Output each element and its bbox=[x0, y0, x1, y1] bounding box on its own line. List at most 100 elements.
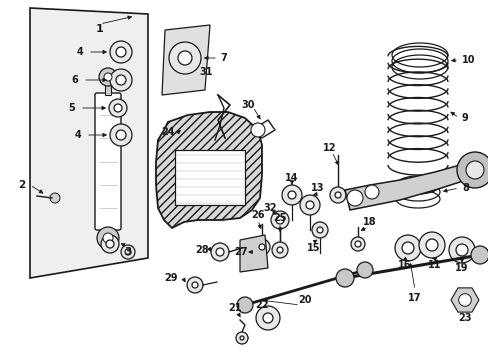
Text: 20: 20 bbox=[298, 295, 311, 305]
Circle shape bbox=[236, 332, 247, 344]
Circle shape bbox=[263, 313, 272, 323]
Circle shape bbox=[216, 248, 224, 256]
Circle shape bbox=[104, 73, 112, 81]
Circle shape bbox=[465, 161, 483, 179]
Circle shape bbox=[110, 41, 132, 63]
Circle shape bbox=[329, 187, 346, 203]
Text: 1: 1 bbox=[96, 24, 103, 34]
Polygon shape bbox=[30, 8, 148, 278]
Circle shape bbox=[114, 104, 122, 112]
Circle shape bbox=[99, 68, 117, 86]
Text: 22: 22 bbox=[255, 300, 268, 310]
Circle shape bbox=[116, 75, 126, 85]
Text: 28: 28 bbox=[195, 245, 208, 255]
Circle shape bbox=[110, 69, 132, 91]
Circle shape bbox=[346, 190, 362, 206]
Circle shape bbox=[103, 233, 113, 243]
Circle shape bbox=[121, 245, 135, 259]
Circle shape bbox=[259, 244, 264, 250]
Circle shape bbox=[169, 42, 201, 74]
Text: 3: 3 bbox=[124, 247, 131, 257]
Text: 12: 12 bbox=[323, 143, 336, 153]
Circle shape bbox=[282, 185, 302, 205]
Circle shape bbox=[401, 242, 413, 254]
Circle shape bbox=[125, 249, 131, 255]
Text: 4: 4 bbox=[75, 130, 81, 140]
Polygon shape bbox=[175, 150, 244, 205]
Text: 27: 27 bbox=[234, 247, 247, 257]
Text: 2: 2 bbox=[19, 180, 25, 190]
Polygon shape bbox=[450, 288, 478, 312]
Text: 8: 8 bbox=[461, 183, 468, 193]
Circle shape bbox=[287, 191, 295, 199]
Text: 4: 4 bbox=[77, 47, 83, 57]
Circle shape bbox=[256, 306, 280, 330]
Bar bbox=[105, 80, 111, 95]
Polygon shape bbox=[345, 160, 477, 210]
Circle shape bbox=[116, 47, 126, 57]
Text: 30: 30 bbox=[241, 100, 254, 110]
Text: 16: 16 bbox=[397, 260, 411, 270]
Text: 19: 19 bbox=[454, 263, 468, 273]
Circle shape bbox=[101, 235, 119, 253]
Text: 6: 6 bbox=[71, 75, 78, 85]
Text: 23: 23 bbox=[457, 313, 471, 323]
Circle shape bbox=[456, 152, 488, 188]
Text: 13: 13 bbox=[311, 183, 324, 193]
Circle shape bbox=[425, 239, 437, 251]
Circle shape bbox=[271, 242, 287, 258]
Text: 25: 25 bbox=[273, 213, 286, 223]
Circle shape bbox=[311, 222, 327, 238]
Text: 31: 31 bbox=[199, 67, 212, 77]
Text: 29: 29 bbox=[164, 273, 178, 283]
Circle shape bbox=[364, 185, 378, 199]
Circle shape bbox=[276, 247, 283, 253]
Circle shape bbox=[109, 99, 127, 117]
Text: 17: 17 bbox=[407, 293, 421, 303]
Circle shape bbox=[186, 277, 203, 293]
Circle shape bbox=[448, 237, 474, 263]
Circle shape bbox=[275, 216, 284, 224]
Circle shape bbox=[50, 193, 60, 203]
Circle shape bbox=[240, 336, 244, 340]
Text: 32: 32 bbox=[263, 203, 276, 213]
Circle shape bbox=[270, 211, 288, 229]
Circle shape bbox=[354, 241, 360, 247]
Polygon shape bbox=[240, 235, 267, 272]
Text: 18: 18 bbox=[363, 217, 376, 227]
Text: 9: 9 bbox=[461, 113, 468, 123]
Circle shape bbox=[210, 243, 228, 261]
Circle shape bbox=[316, 227, 323, 233]
Circle shape bbox=[455, 244, 467, 256]
Circle shape bbox=[458, 294, 470, 306]
Text: 7: 7 bbox=[220, 53, 226, 63]
Circle shape bbox=[299, 195, 319, 215]
Polygon shape bbox=[156, 112, 262, 228]
Text: 11: 11 bbox=[427, 260, 441, 270]
Circle shape bbox=[116, 130, 126, 140]
FancyBboxPatch shape bbox=[95, 93, 121, 230]
Circle shape bbox=[350, 237, 364, 251]
Circle shape bbox=[356, 262, 372, 278]
Circle shape bbox=[394, 235, 420, 261]
Text: 10: 10 bbox=[461, 55, 474, 65]
Circle shape bbox=[237, 297, 252, 313]
Circle shape bbox=[335, 269, 353, 287]
Circle shape bbox=[250, 123, 264, 137]
Text: 21: 21 bbox=[228, 303, 241, 313]
Text: 26: 26 bbox=[251, 210, 264, 220]
Circle shape bbox=[178, 51, 192, 65]
Circle shape bbox=[305, 201, 313, 209]
Text: 5: 5 bbox=[68, 103, 75, 113]
Polygon shape bbox=[162, 25, 209, 95]
Circle shape bbox=[470, 246, 488, 264]
Text: 14: 14 bbox=[285, 173, 298, 183]
Text: 24: 24 bbox=[161, 127, 174, 137]
Circle shape bbox=[97, 227, 119, 249]
Circle shape bbox=[192, 282, 198, 288]
Circle shape bbox=[334, 192, 340, 198]
Circle shape bbox=[110, 124, 132, 146]
Circle shape bbox=[418, 232, 444, 258]
Circle shape bbox=[253, 239, 269, 255]
Text: 15: 15 bbox=[306, 243, 320, 253]
